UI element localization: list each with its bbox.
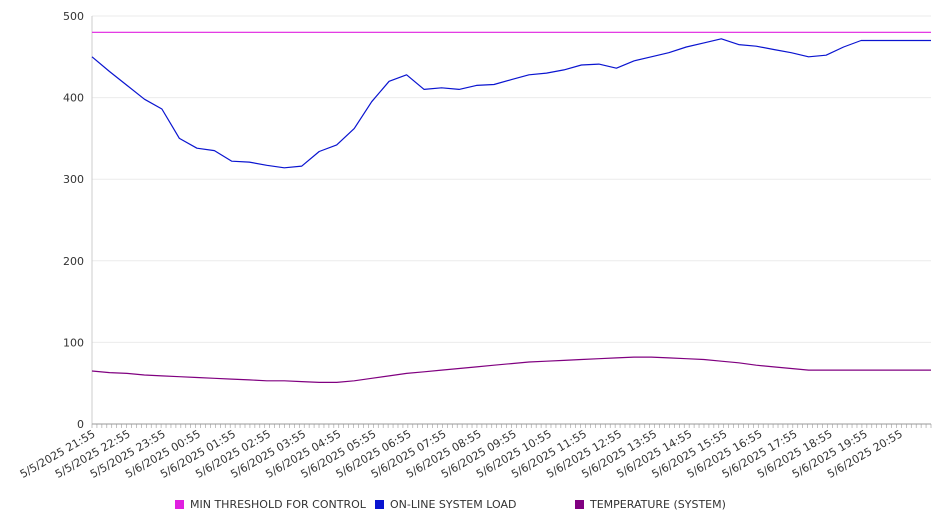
legend-item-temperature: TEMPERATURE (SYSTEM) [575,498,726,511]
series-line-temperature [91,356,931,383]
legend-swatch-min-threshold [175,500,184,509]
y-tick-label: 200 [63,255,84,268]
legend-label-system-load: ON-LINE SYSTEM LOAD [390,498,517,511]
legend-label-temperature: TEMPERATURE (SYSTEM) [590,498,726,511]
legend-item-min-threshold: MIN THRESHOLD FOR CONTROL [175,498,366,511]
chart-legend: MIN THRESHOLD FOR CONTROL ON-LINE SYSTEM… [0,498,946,514]
y-tick-label: 500 [63,10,84,23]
legend-item-system-load: ON-LINE SYSTEM LOAD [375,498,516,511]
legend-label-min-threshold: MIN THRESHOLD FOR CONTROL [190,498,366,511]
y-tick-label: 400 [63,92,84,105]
y-tick-label: 300 [63,173,84,186]
legend-swatch-temperature [575,500,584,509]
legend-swatch-system-load [375,500,384,509]
y-tick-label: 100 [63,336,84,349]
y-tick-label: 0 [77,418,84,431]
series-line-system-load [91,38,931,169]
